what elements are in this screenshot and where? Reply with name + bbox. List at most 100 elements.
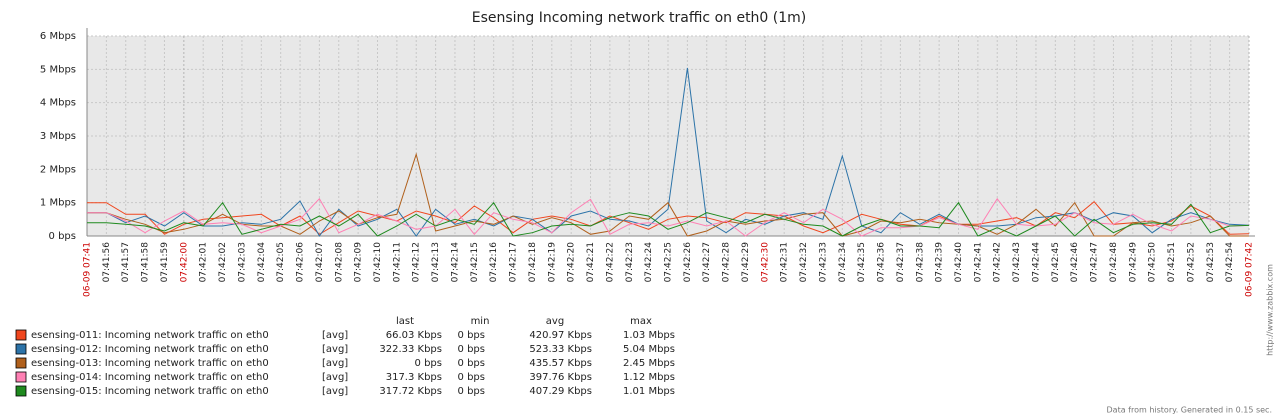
x-tick-label: 07:42:17	[509, 242, 519, 282]
legend-label: esensing-012: Incoming network traffic o…	[31, 344, 269, 355]
x-tick-label: 07:42:08	[334, 242, 344, 283]
x-tick-label: 07:42:14	[450, 242, 460, 283]
x-tick-label: 06-09 07:41	[83, 242, 93, 297]
x-tick-label: 07:42:04	[257, 242, 267, 283]
x-tick-label: 07:42:24	[644, 242, 654, 283]
legend-header: avg	[546, 316, 564, 327]
x-tick-label: 07:42:16	[489, 242, 499, 283]
series-line	[87, 201, 1250, 237]
y-tick-label: 3 Mbps	[40, 131, 76, 142]
x-tick-label: 07:42:26	[683, 242, 693, 283]
x-tick-label: 07:42:29	[741, 242, 751, 283]
x-tick-label: 07:42:31	[780, 242, 790, 282]
chart-title: Esensing Incoming network traffic on eth…	[472, 10, 807, 26]
x-tick-label: 07:41:57	[121, 242, 131, 282]
legend-cell: 407.29 Kbps	[529, 386, 592, 397]
legend-cell: [avg]	[322, 372, 348, 383]
x-tick-label: 07:42:21	[586, 242, 596, 282]
legend-swatch	[15, 371, 27, 383]
x-tick-label: 07:42:41	[973, 242, 983, 282]
legend-cell: 1.03 Mbps	[623, 330, 675, 341]
x-tick-label: 07:42:34	[838, 242, 848, 283]
x-tick-label: 07:41:56	[102, 242, 112, 283]
x-tick-label: 07:42:32	[799, 242, 809, 282]
x-tick-label: 07:42:19	[547, 242, 557, 283]
watermark: http://www.zabbix.com	[1266, 264, 1275, 356]
legend-cell: 0 bps	[458, 358, 485, 369]
legend-cell: [avg]	[322, 330, 348, 341]
legend-cell: 0 bps	[415, 358, 442, 369]
footer: Data from history. Generated in 0.15 sec…	[1107, 406, 1272, 415]
legend-header: last	[396, 316, 414, 327]
legend-cell: 2.45 Mbps	[623, 358, 675, 369]
x-tick-label: 07:42:42	[993, 242, 1003, 282]
legend-cell: 322.33 Kbps	[379, 344, 442, 355]
x-tick-label: 07:42:50	[1148, 242, 1158, 283]
x-tick-label: 07:42:07	[315, 242, 325, 282]
x-tick-label: 07:42:10	[373, 242, 383, 283]
legend-label: esensing-011: Incoming network traffic o…	[31, 330, 269, 341]
x-tick-label: 07:42:53	[1206, 242, 1216, 282]
legend-swatch	[15, 357, 27, 369]
x-tick-label: 07:42:02	[218, 242, 228, 282]
legend-cell: 0 bps	[458, 372, 485, 383]
x-tick-label: 07:42:46	[1070, 242, 1080, 283]
legend-swatch	[15, 343, 27, 355]
x-tick-label: 07:42:23	[625, 242, 635, 282]
legend-cell: 420.97 Kbps	[529, 330, 592, 341]
x-tick-label: 07:42:28	[722, 242, 732, 283]
x-tick-label: 07:41:58	[141, 242, 151, 283]
x-tick-label: 07:42:36	[877, 242, 887, 283]
legend-label: esensing-015: Incoming network traffic o…	[31, 386, 269, 397]
x-tick-label: 07:42:06	[296, 242, 306, 283]
legend-label: esensing-013: Incoming network traffic o…	[31, 358, 269, 369]
x-tick-label: 07:42:49	[1128, 242, 1138, 283]
legend-cell: 435.57 Kbps	[529, 358, 592, 369]
y-tick-label: 2 Mbps	[40, 164, 76, 175]
x-tick-label: 07:42:00	[179, 242, 189, 283]
x-tick-label: 07:42:11	[392, 242, 402, 282]
x-tick-label: 07:42:45	[1051, 242, 1061, 282]
legend-cell: 397.76 Kbps	[529, 372, 592, 383]
x-tick-label: 07:42:40	[954, 242, 964, 283]
legend-swatch	[15, 385, 27, 397]
x-tick-label: 07:42:15	[470, 242, 480, 282]
y-tick-label: 6 Mbps	[40, 31, 76, 42]
y-tick-label: 5 Mbps	[40, 64, 76, 75]
x-tick-label: 07:41:59	[160, 242, 170, 283]
legend-header: min	[471, 316, 490, 327]
x-tick-label: 07:42:03	[237, 242, 247, 282]
x-tick-label: 07:42:09	[354, 242, 364, 283]
legend-cell: 5.04 Mbps	[623, 344, 675, 355]
legend-cell: 66.03 Kbps	[386, 330, 442, 341]
x-tick-label: 07:42:44	[1031, 242, 1041, 283]
legend-cell: 0 bps	[458, 344, 485, 355]
x-tick-label: 07:42:30	[760, 242, 770, 283]
legend-label: esensing-014: Incoming network traffic o…	[31, 372, 269, 383]
legend-cell: 1.01 Mbps	[623, 386, 675, 397]
x-tick-label: 07:42:13	[431, 242, 441, 282]
series-line	[87, 197, 1250, 237]
x-tick-label: 07:42:33	[818, 242, 828, 282]
legend-cell: 0 bps	[458, 386, 485, 397]
legend-header: max	[630, 316, 652, 327]
x-tick-label: 07:42:37	[896, 242, 906, 282]
legend-cell: 0 bps	[458, 330, 485, 341]
x-tick-label: 07:42:20	[567, 242, 577, 283]
x-tick-label: 07:42:35	[857, 242, 867, 282]
y-tick-label: 0 bps	[49, 231, 76, 242]
x-tick-label: 07:42:05	[276, 242, 286, 282]
legend-cell: 523.33 Kbps	[529, 344, 592, 355]
legend-cell: 317.72 Kbps	[379, 386, 442, 397]
legend-cell: [avg]	[322, 344, 348, 355]
legend-cell: [avg]	[322, 386, 348, 397]
legend-swatch	[15, 329, 27, 341]
x-tick-label: 07:42:18	[528, 242, 538, 283]
legend-cell: 1.12 Mbps	[623, 372, 675, 383]
x-tick-label: 07:42:38	[915, 242, 925, 283]
x-tick-label: 07:42:51	[1167, 242, 1177, 282]
y-tick-label: 4 Mbps	[40, 98, 76, 109]
y-tick-label: 1 Mbps	[40, 198, 76, 209]
legend-cell: [avg]	[322, 358, 348, 369]
x-tick-label: 06-09 07:42	[1245, 242, 1255, 297]
